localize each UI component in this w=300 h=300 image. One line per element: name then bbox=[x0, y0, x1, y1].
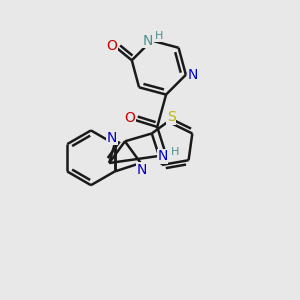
Text: O: O bbox=[106, 39, 118, 52]
Text: H: H bbox=[171, 147, 180, 157]
Text: N: N bbox=[107, 130, 118, 145]
Text: H: H bbox=[155, 31, 163, 41]
Text: O: O bbox=[125, 111, 136, 125]
Text: N: N bbox=[137, 163, 147, 176]
Text: N: N bbox=[188, 68, 198, 82]
Text: S: S bbox=[167, 110, 176, 124]
Text: N: N bbox=[158, 149, 168, 164]
Text: N: N bbox=[143, 34, 153, 47]
